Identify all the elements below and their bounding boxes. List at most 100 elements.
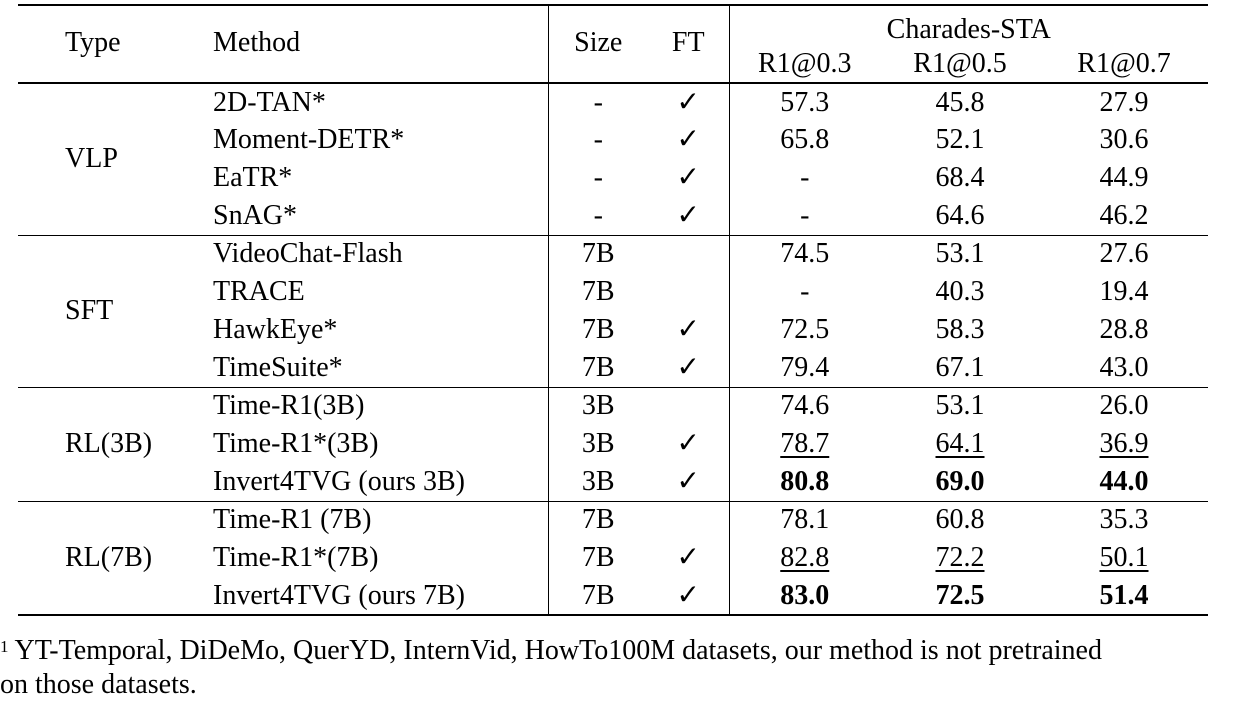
footnote-line-1: YT-Temporal, DiDeMo, QuerYD, InternVid, … [14,635,1102,666]
metric-cell: 82.8 [729,539,880,577]
table-row: EaTR* - ✓ - 68.4 44.9 [18,159,1208,197]
type-cell: RL(7B) [65,541,153,573]
header-method: Method [190,5,549,83]
metric-cell: 19.4 [1040,273,1208,311]
group-rl-7b: RL(7B) Time-R1 (7B) 7B 78.1 60.8 35.3 Time-R1*… [18,501,1208,615]
metric-cell: 43.0 [1040,349,1208,387]
size-cell: - [593,86,603,118]
checkmark-icon: ✓ [676,428,700,459]
header-metric: R1@0.5 [913,48,1007,79]
metric-value: 69.0 [935,465,985,497]
header-dataset: Charades-STA [886,14,1051,45]
metric-cell: 45.8 [880,83,1040,121]
metric-cell: 72.2 [880,539,1040,577]
metric-value: 51.4 [1099,579,1149,611]
table-row: TRACE 7B - 40.3 19.4 [18,273,1208,311]
ft-cell [648,387,730,425]
results-table: Type Method Size FT Charades-STA R1@0.3 … [18,4,1208,616]
metric-value: 53.1 [935,390,985,422]
metric-cell: 51.4 [1040,577,1208,615]
metric-value: 80.8 [780,465,830,497]
metric-cell: - [729,159,880,197]
metric-cell: 78.7 [729,425,880,463]
metric-cell: 52.1 [880,121,1040,159]
metric-cell: 60.8 [880,501,1040,539]
metric-cell: 67.1 [880,349,1040,387]
method-cell: Time-R1 (7B) [190,501,549,539]
metric-cell: 36.9 [1040,425,1208,463]
type-cell: SFT [65,295,114,326]
size-cell: - [593,124,603,155]
metric-value: 35.3 [1099,504,1149,536]
metric-value: - [800,162,810,193]
checkmark-icon: ✓ [676,351,700,383]
ft-cell: ✓ [648,311,730,349]
group-sft: SFT VideoChat-Flash 7B 74.5 53.1 27.6 TRACE 7B -… [18,235,1208,387]
metric-value: 74.6 [780,390,830,422]
metric-cell: 78.1 [729,501,880,539]
header-type: Type [65,27,121,58]
ft-cell: ✓ [648,121,730,159]
checkmark-icon: ✓ [676,579,700,611]
ft-cell: ✓ [648,463,730,501]
metric-value: 44.9 [1099,162,1149,193]
method-cell: Time-R1*(3B) [190,425,549,463]
method-cell: TRACE [190,273,549,311]
metric-value: 45.8 [935,86,985,118]
metric-value: 72.5 [935,579,985,611]
table-row: SnAG* - ✓ - 64.6 46.2 [18,197,1208,235]
metric-value: 50.1 [1099,542,1149,573]
metric-cell: 28.8 [1040,311,1208,349]
method-cell: HawkEye* [190,311,549,349]
metric-cell: 44.9 [1040,159,1208,197]
size-cell: - [593,199,603,231]
metric-cell: 79.4 [729,349,880,387]
table-row: RL(7B) Time-R1 (7B) 7B 78.1 60.8 35.3 [18,501,1208,571]
metric-cell: 35.3 [1040,501,1208,539]
metric-value: 64.6 [935,199,985,231]
metric-value: 27.9 [1099,86,1149,118]
ft-cell [648,235,730,273]
type-cell: VLP [65,143,118,175]
size-cell: 7B [581,579,615,611]
metric-value: 26.0 [1099,390,1149,422]
metric-value: 72.2 [935,542,985,573]
metric-cell: 27.6 [1040,235,1208,273]
metric-value: 52.1 [935,124,985,155]
group-rl-3b: RL(3B) Time-R1(3B) 3B 74.6 53.1 26.0 Time-R1*(… [18,387,1208,501]
method-cell: SnAG* [190,197,549,235]
header-size: Size [574,27,623,58]
metric-value: 68.4 [935,162,985,193]
metric-cell: 65.8 [729,121,880,159]
checkmark-icon: ✓ [676,199,700,231]
ft-cell [648,273,730,311]
method-cell: VideoChat-Flash [190,235,549,273]
checkmark-icon: ✓ [676,465,700,497]
metric-value: 58.3 [935,314,985,345]
metric-cell: 64.1 [880,425,1040,463]
metric-cell: 57.3 [729,83,880,121]
metric-cell: 72.5 [880,577,1040,615]
metric-cell: 80.8 [729,463,880,501]
method-cell: Time-R1*(7B) [190,539,549,577]
metric-cell: 68.4 [880,159,1040,197]
ft-cell: ✓ [648,425,730,463]
table-row: Invert4TVG (ours 7B) 7B ✓ 83.0 72.5 51.4 [18,577,1208,615]
header-metric: R1@0.3 [758,48,852,79]
metric-value: 67.1 [935,351,985,383]
checkmark-icon: ✓ [676,86,700,118]
method-cell: 2D-TAN* [190,83,549,121]
table-row: Invert4TVG (ours 3B) 3B ✓ 80.8 69.0 44.0 [18,463,1208,501]
metric-value: 28.8 [1099,314,1149,345]
metric-cell: 58.3 [880,311,1040,349]
size-cell: 7B [581,276,615,307]
metric-value: 79.4 [780,351,830,383]
method-cell: EaTR* [190,159,549,197]
metric-value: 60.8 [935,504,985,536]
table-row: Time-R1*(7B) 7B ✓ 82.8 72.2 50.1 [18,539,1208,577]
metric-value: 19.4 [1099,276,1149,307]
metric-cell: 50.1 [1040,539,1208,577]
metric-cell: 69.0 [880,463,1040,501]
metric-value: 27.6 [1099,238,1149,270]
ft-cell: ✓ [648,577,730,615]
